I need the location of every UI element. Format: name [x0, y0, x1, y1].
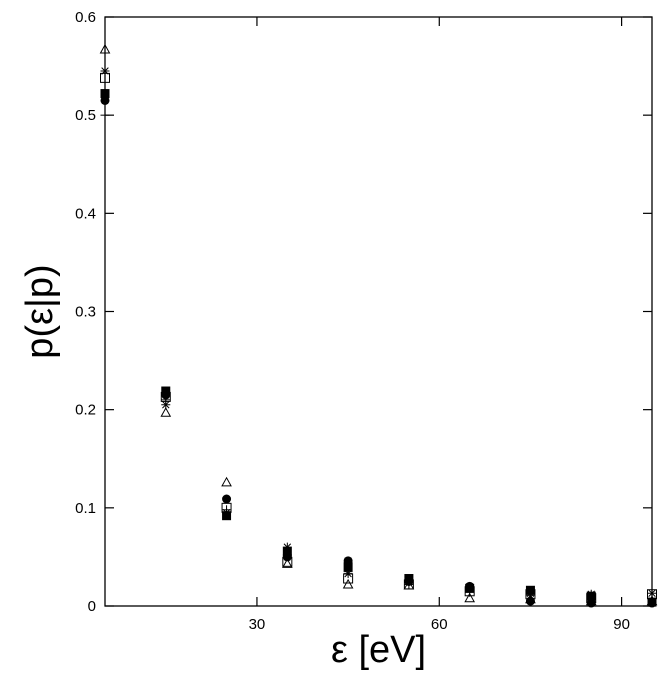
x-tick-label: 60: [431, 616, 448, 633]
y-axis-label: p(ε|p): [19, 264, 61, 358]
y-tick-label: 0.4: [75, 205, 96, 222]
filled-circle-point: [343, 556, 353, 566]
x-tick-label: 90: [613, 616, 630, 633]
triangle-point: [342, 578, 354, 589]
filled-circle-point: [465, 581, 475, 591]
star-stroke: [162, 401, 170, 409]
plus-point: [404, 579, 414, 589]
plus-point: [465, 587, 475, 597]
y-tick-label: 0.6: [75, 9, 96, 26]
y-tick-label: 0.3: [75, 304, 96, 321]
plus-point: [586, 592, 596, 602]
plus-point: [282, 550, 292, 560]
filled-square-point: [343, 562, 353, 572]
triangle-point: [221, 476, 232, 487]
triangle-point: [281, 558, 293, 568]
plot-frame: [104, 16, 653, 607]
plus-point: [222, 505, 232, 515]
x-tick-label: 30: [249, 616, 266, 633]
filled-circle-point: [586, 598, 596, 608]
marks-layer: [99, 43, 658, 608]
plus-point: [525, 590, 535, 600]
y-tick-label: 0.1: [75, 500, 96, 517]
plus-point: [161, 395, 171, 405]
filled-circle-point: [161, 390, 171, 400]
filled-square-point: [525, 585, 535, 595]
filled-circle-point: [525, 596, 535, 606]
triangle-point: [464, 592, 476, 603]
y-tick-label: 0: [88, 598, 96, 615]
filled-square-point: [222, 511, 232, 521]
filled-circle-point: [222, 494, 232, 504]
y-tick-label: 0.2: [75, 402, 96, 419]
x-axis-label: ε [eV]: [331, 629, 426, 671]
ticks-layer: 0 0.1 0.2 0.3 0.4 0.5 0.6 30 60 90: [75, 9, 652, 633]
triangle-point: [160, 407, 172, 417]
plus-point: [343, 567, 353, 577]
y-tick-label: 0.5: [75, 107, 96, 124]
